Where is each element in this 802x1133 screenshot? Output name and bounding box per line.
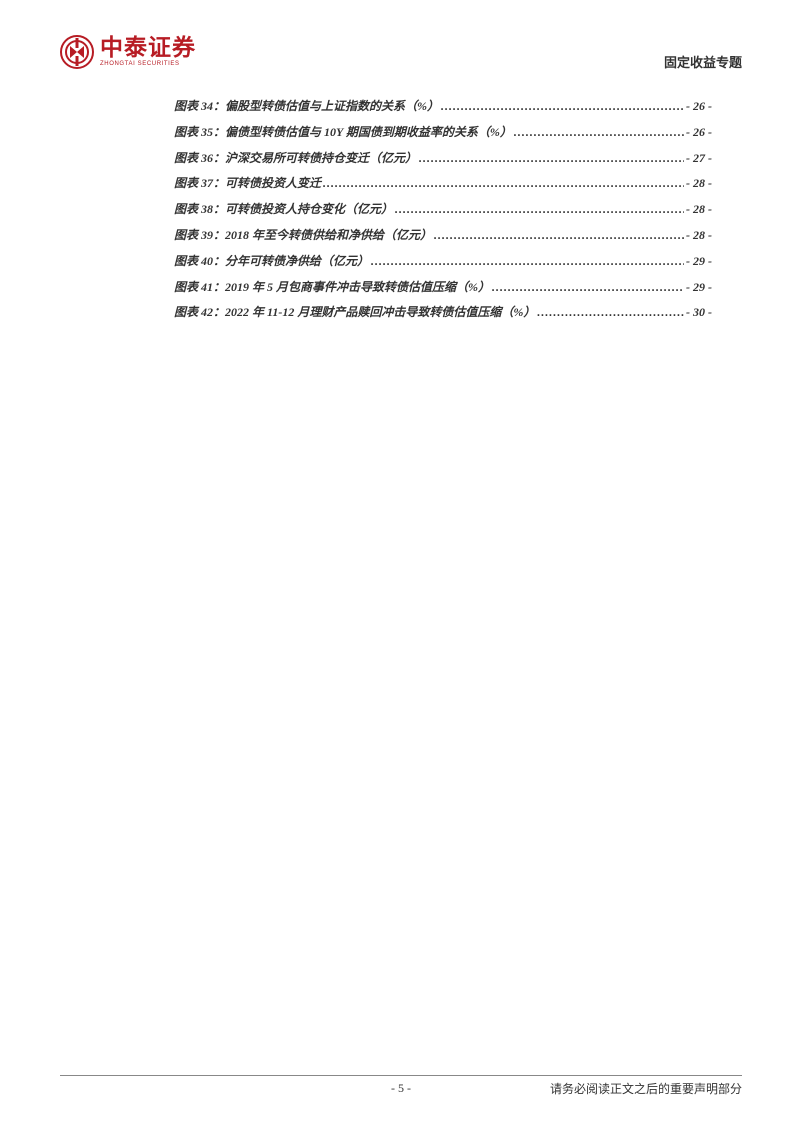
toc-entry: 图表 36：沪深交易所可转债持仓变迁（亿元） - 27 - xyxy=(174,146,712,172)
logo-text-block: 中泰证券 ZHONGTAI SECURITIES xyxy=(100,36,196,67)
toc-page-number: - 27 - xyxy=(686,146,712,172)
toc-entry: 图表 41：2019 年 5 月包商事件冲击导致转债估值压缩（%） - 29 - xyxy=(174,275,712,301)
toc-page-number: - 29 - xyxy=(686,275,712,301)
logo-name-cn: 中泰证券 xyxy=(100,36,196,59)
toc-page-number: - 29 - xyxy=(686,249,712,275)
toc-leader-dots xyxy=(395,197,684,223)
toc-leader-dots xyxy=(492,275,684,301)
logo-name-en: ZHONGTAI SECURITIES xyxy=(100,61,196,67)
toc-leader-dots xyxy=(441,94,684,120)
toc-label: 图表 36：沪深交易所可转债持仓变迁（亿元） xyxy=(174,146,417,172)
toc-label: 图表 34：偏股型转债估值与上证指数的关系（%） xyxy=(174,94,439,120)
table-of-contents: 图表 34：偏股型转债估值与上证指数的关系（%） - 26 - 图表 35：偏债… xyxy=(174,94,712,326)
toc-entry: 图表 37：可转债投资人变迁 - 28 - xyxy=(174,171,712,197)
toc-page-number: - 28 - xyxy=(686,197,712,223)
toc-leader-dots xyxy=(537,300,684,326)
toc-label: 图表 41：2019 年 5 月包商事件冲击导致转债估值压缩（%） xyxy=(174,275,490,301)
toc-label: 图表 42：2022 年 11-12 月理财产品赎回冲击导致转债估值压缩（%） xyxy=(174,300,535,326)
page-number: - 5 - xyxy=(391,1081,411,1096)
toc-entry: 图表 39：2018 年至今转债供给和净供给（亿元） - 28 - xyxy=(174,223,712,249)
toc-entry: 图表 42：2022 年 11-12 月理财产品赎回冲击导致转债估值压缩（%） … xyxy=(174,300,712,326)
toc-entry: 图表 38：可转债投资人持仓变化（亿元） - 28 - xyxy=(174,197,712,223)
toc-label: 图表 35：偏债型转债估值与 10Y 期国债到期收益率的关系（%） xyxy=(174,120,512,146)
toc-page-number: - 26 - xyxy=(686,120,712,146)
toc-page-number: - 28 - xyxy=(686,171,712,197)
document-category: 固定收益专题 xyxy=(664,52,742,71)
toc-leader-dots xyxy=(434,223,684,249)
toc-entry: 图表 34：偏股型转债估值与上证指数的关系（%） - 26 - xyxy=(174,94,712,120)
toc-leader-dots xyxy=(514,120,684,146)
toc-page-number: - 28 - xyxy=(686,223,712,249)
toc-leader-dots xyxy=(371,249,684,275)
footer-disclaimer: 请务必阅读正文之后的重要声明部分 xyxy=(550,1080,742,1097)
company-logo: 中泰证券 ZHONGTAI SECURITIES xyxy=(60,35,196,69)
toc-label: 图表 37：可转债投资人变迁 xyxy=(174,171,321,197)
page-header: 中泰证券 ZHONGTAI SECURITIES 固定收益专题 xyxy=(60,32,742,71)
toc-entry: 图表 35：偏债型转债估值与 10Y 期国债到期收益率的关系（%） - 26 - xyxy=(174,120,712,146)
toc-label: 图表 40：分年可转债净供给（亿元） xyxy=(174,249,369,275)
toc-leader-dots xyxy=(419,146,684,172)
toc-leader-dots xyxy=(323,171,684,197)
logo-icon xyxy=(60,35,94,69)
toc-page-number: - 30 - xyxy=(686,300,712,326)
page-footer: - 5 - 请务必阅读正文之后的重要声明部分 xyxy=(60,1075,742,1097)
toc-label: 图表 38：可转债投资人持仓变化（亿元） xyxy=(174,197,393,223)
toc-page-number: - 26 - xyxy=(686,94,712,120)
toc-entry: 图表 40：分年可转债净供给（亿元） - 29 - xyxy=(174,249,712,275)
toc-label: 图表 39：2018 年至今转债供给和净供给（亿元） xyxy=(174,223,432,249)
